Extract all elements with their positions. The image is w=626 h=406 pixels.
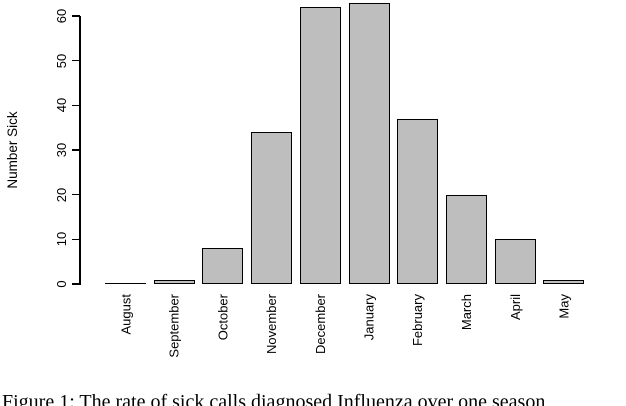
bar-march [445,194,487,284]
y-tick-label: 0 [53,280,69,288]
bar-october [202,248,244,284]
y-axis-title: Number Sick [5,111,20,189]
y-tick-mark [72,238,80,241]
x-tick-label-february: February [410,294,426,347]
bar-april [494,239,536,284]
y-tick-label: 60 [53,8,69,24]
y-tick-mark [72,104,80,107]
y-tick-label: 30 [53,142,69,158]
x-tick-label-april: April [507,294,523,321]
bar-january [348,2,390,284]
bar-may [543,279,585,284]
x-tick-label-september: September [166,294,182,358]
x-tick-label-november: November [264,294,280,354]
x-tick-label-march: March [458,294,474,331]
y-tick-label: 50 [53,53,69,68]
x-tick-label-october: October [215,294,231,341]
y-tick-label: 40 [53,98,69,113]
x-tick-label-may: May [556,294,572,319]
bar-february [397,118,439,284]
bar-august [105,282,146,284]
y-tick-mark [72,59,80,62]
x-tick-label-december: December [312,294,328,354]
figure-caption: Figure 1: The rate of sick calls diagnos… [2,391,546,406]
bar-november [251,132,293,284]
x-tick-label-august: August [118,294,133,335]
y-tick-label: 20 [53,187,69,202]
bar-september [153,279,195,284]
bar-december [299,7,341,284]
y-tick-mark [72,149,80,151]
y-tick-mark [72,15,80,17]
y-tick-mark [72,193,80,196]
y-tick-label: 10 [53,232,69,247]
x-tick-label-january: January [361,294,377,341]
y-tick-mark [72,283,80,285]
